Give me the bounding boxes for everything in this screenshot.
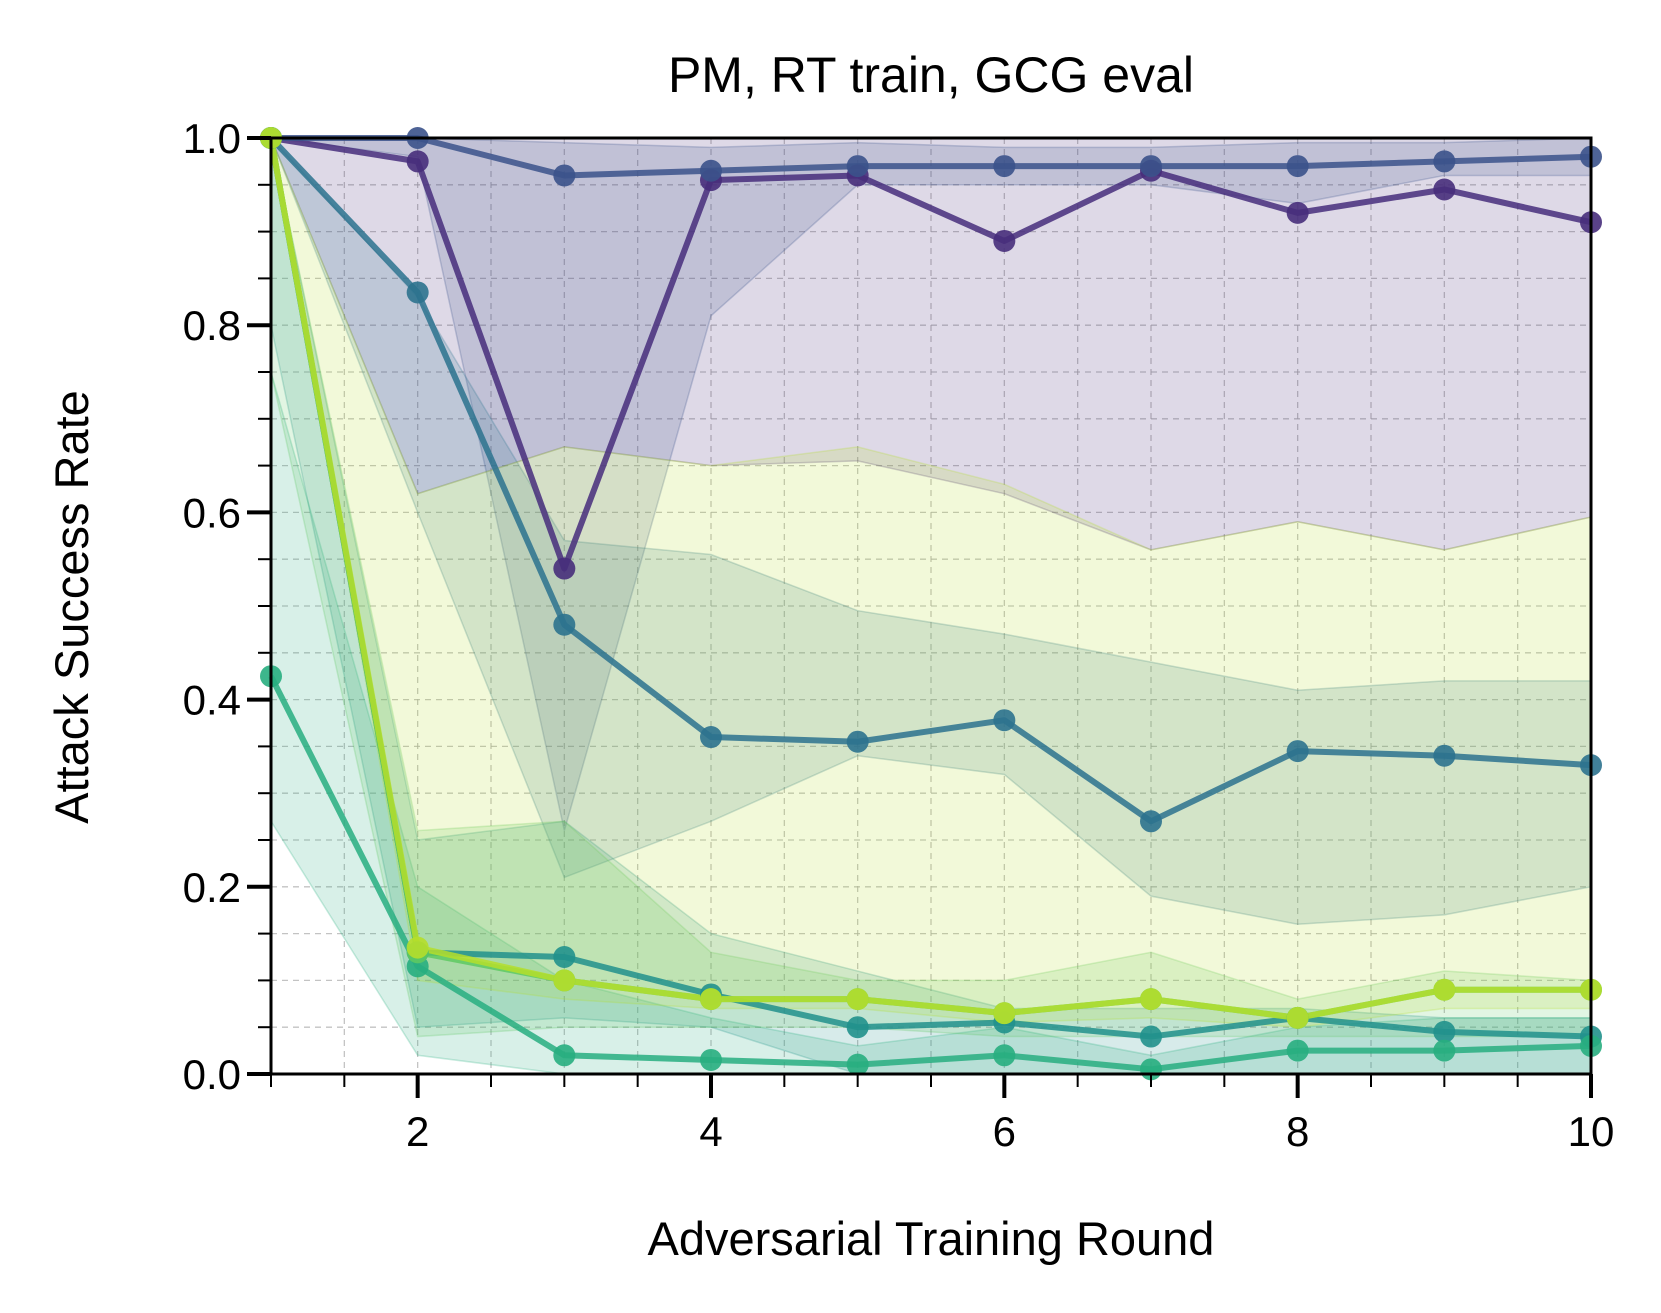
series-lines xyxy=(268,135,1592,1073)
series-4-point xyxy=(846,1016,869,1039)
series-1-line xyxy=(270,135,1592,572)
series-1-point xyxy=(553,557,576,580)
series-4-point xyxy=(553,946,576,968)
series-5-point xyxy=(700,1048,722,1071)
series-2-point xyxy=(1433,150,1456,173)
series-5-point xyxy=(1433,1039,1456,1062)
confidence-bands xyxy=(269,137,1592,1075)
series-4-line xyxy=(268,137,1592,1040)
x-tick-label: 8 xyxy=(1286,1108,1309,1155)
series-3-point xyxy=(406,281,429,304)
series-5-point xyxy=(553,1044,576,1067)
series-7-point xyxy=(846,988,869,1011)
series-3-point xyxy=(993,709,1016,732)
series-3-line xyxy=(268,135,1592,825)
y-tick-label: 0.2 xyxy=(183,864,241,911)
series-4-point xyxy=(1140,1025,1162,1048)
series-1-point xyxy=(993,229,1016,252)
chart-title: PM, RT train, GCG eval xyxy=(668,47,1194,103)
series-2-line xyxy=(271,135,1592,179)
axis-ticks: 2 4 6 8 10 0.0 0.2 0.4 0.6 0.8 1.0 xyxy=(183,115,1615,1155)
series-3-point xyxy=(700,726,722,749)
y-tick-label: 0.0 xyxy=(183,1051,241,1098)
series-7-point xyxy=(1140,988,1162,1011)
series-7-point xyxy=(1433,978,1456,1001)
series-2-point xyxy=(1286,155,1309,178)
x-tick-label: 10 xyxy=(1568,1108,1615,1155)
y-tick-label: 1.0 xyxy=(183,115,241,162)
y-tick-label: 0.6 xyxy=(183,489,241,536)
y-tick-label: 0.4 xyxy=(183,677,241,724)
series-2-point xyxy=(1140,155,1162,178)
series-5-point xyxy=(993,1044,1016,1067)
x-tick-label: 2 xyxy=(406,1108,429,1155)
series-2-point xyxy=(700,159,722,182)
y-axis-label: Attack Success Rate xyxy=(45,390,98,824)
x-tick-label: 4 xyxy=(699,1108,722,1155)
series-3-point xyxy=(1286,740,1309,763)
series-7-point xyxy=(406,936,429,959)
series-2-point xyxy=(993,155,1016,178)
x-axis-label: Adversarial Training Round xyxy=(648,1212,1215,1265)
series-3-point xyxy=(846,730,869,753)
series-7-point xyxy=(993,1002,1016,1025)
series-7-line xyxy=(268,137,1591,1021)
x-tick-label: 6 xyxy=(993,1108,1016,1155)
series-7-point xyxy=(1286,1006,1309,1029)
series-7-point xyxy=(700,988,722,1011)
series-7-point xyxy=(553,969,576,992)
series-5-point xyxy=(1286,1039,1309,1062)
series-3-point xyxy=(1433,744,1456,767)
series-1-point xyxy=(1286,201,1309,224)
series-2-point xyxy=(553,164,576,187)
series-1-point xyxy=(406,150,429,173)
series-5-point xyxy=(846,1053,869,1076)
series-5-line xyxy=(268,674,1592,1073)
series-3-point xyxy=(1140,810,1162,833)
series-4-point xyxy=(1433,1020,1456,1043)
y-tick-label: 0.8 xyxy=(183,302,241,349)
series-3-point xyxy=(553,613,576,636)
series-2-point xyxy=(846,155,869,178)
series-1-point xyxy=(1433,178,1456,201)
